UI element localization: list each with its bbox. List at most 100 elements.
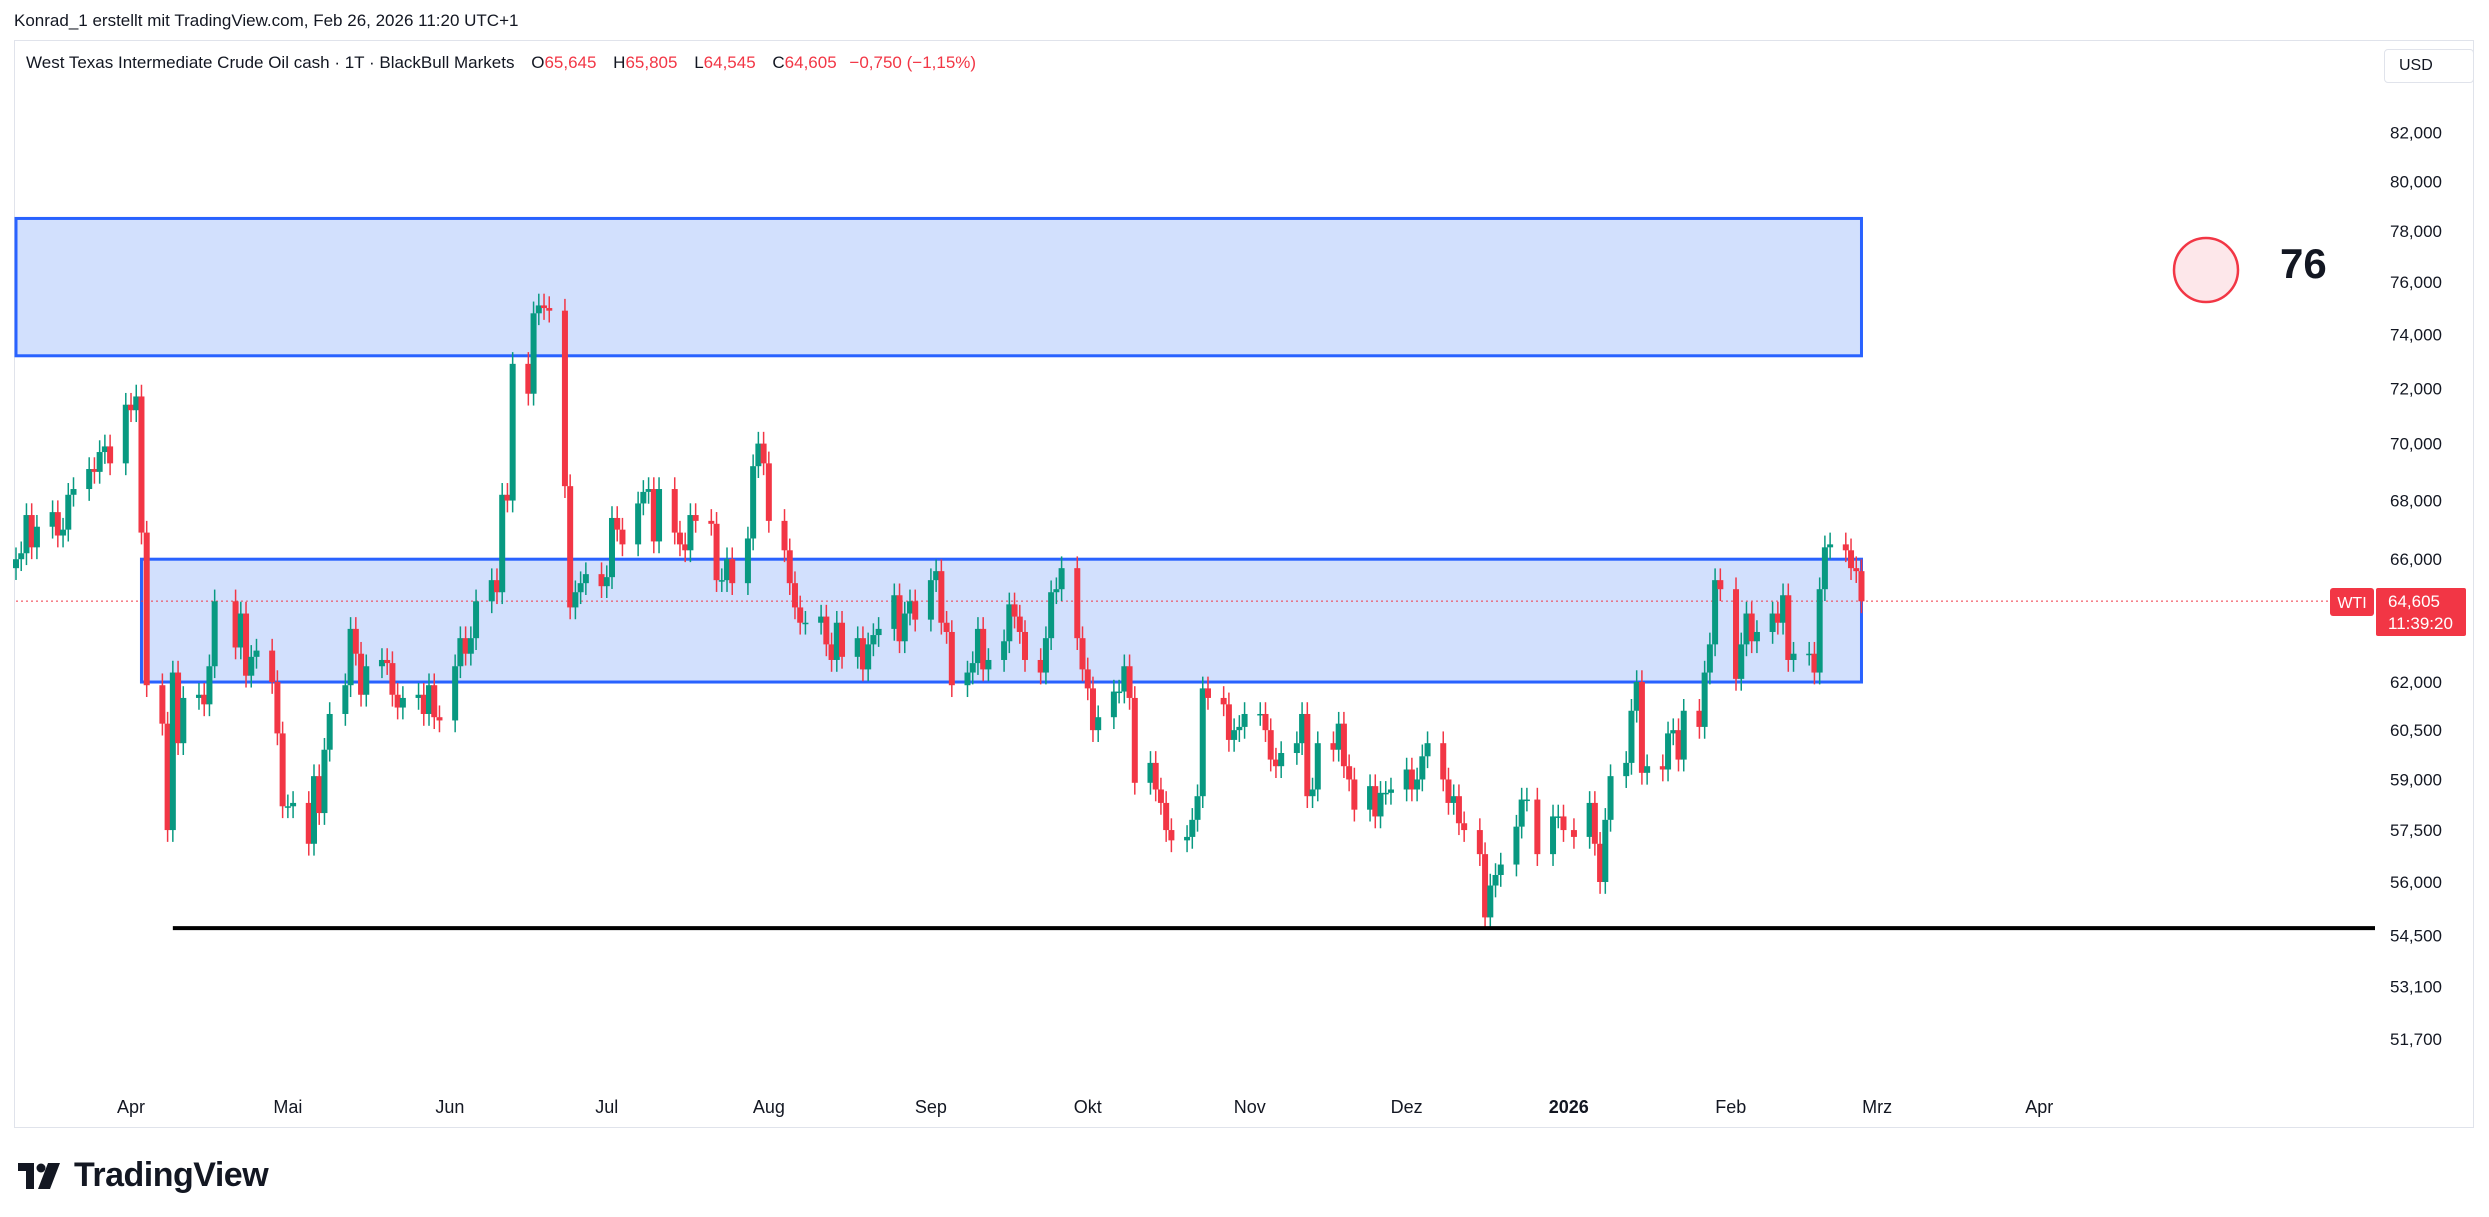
candle [1414, 767, 1421, 802]
candle [582, 562, 589, 595]
candle [535, 293, 542, 326]
candle [279, 721, 286, 819]
candle [1780, 583, 1787, 635]
candle [1189, 808, 1196, 849]
candle [1853, 556, 1860, 583]
price-tick-label: 76,000 [2390, 273, 2442, 292]
candle [1659, 754, 1666, 782]
candle [1450, 784, 1457, 815]
candle [1597, 832, 1604, 894]
candle [546, 296, 553, 323]
annotation-circle-shape [2172, 236, 2240, 304]
candle [232, 589, 239, 660]
candle [1110, 679, 1117, 730]
high-value: 65,805 [625, 53, 678, 72]
candle [1194, 784, 1201, 832]
price-axis: 82,000 80,000 78,000 76,000 74,000 72,000 70,0… [2390, 124, 2442, 1049]
open-label: O [531, 53, 545, 72]
time-tick-label: Mrz [1862, 1097, 1892, 1117]
candle [1408, 757, 1415, 802]
candle [1168, 818, 1175, 853]
price-tag-symbol-bg [2330, 588, 2374, 616]
candle [896, 583, 903, 654]
candle [1267, 718, 1274, 772]
candle [195, 682, 202, 710]
candle [708, 509, 715, 536]
candle [352, 617, 359, 666]
candle [1231, 718, 1238, 752]
candle [969, 651, 976, 685]
price-tick-label: 51,700 [2390, 1030, 2442, 1049]
candle [1272, 747, 1279, 779]
candle [650, 477, 657, 554]
candle [1351, 767, 1358, 822]
candle [462, 626, 469, 666]
price-tick-label: 66,000 [2390, 550, 2442, 569]
candle [687, 503, 694, 563]
candle [603, 565, 610, 599]
candle [1769, 601, 1776, 644]
candle [1419, 744, 1426, 792]
time-tick-label: Jun [435, 1097, 464, 1117]
candle [384, 648, 391, 675]
candle [1424, 731, 1431, 769]
candle [347, 617, 354, 698]
candle [1293, 731, 1300, 765]
time-tick-label: Mai [273, 1097, 302, 1117]
candle [1053, 577, 1060, 605]
candle [1534, 787, 1541, 866]
candle [1858, 559, 1865, 614]
candle [321, 737, 328, 825]
candle [138, 384, 145, 545]
time-tick-label: Feb [1715, 1097, 1746, 1117]
open-value: 65,645 [544, 53, 597, 72]
candle [389, 651, 396, 707]
tradingview-logo[interactable]: TradingView [18, 1156, 269, 1195]
candle [567, 474, 574, 620]
candle [1163, 791, 1170, 842]
candle [974, 617, 981, 675]
candle [1001, 629, 1008, 672]
candle [927, 568, 934, 632]
candle [676, 520, 683, 557]
time-tick-label: 2026 [1549, 1097, 1589, 1117]
candle [415, 682, 422, 710]
time-tick-label: Sep [915, 1097, 947, 1117]
candle [1550, 804, 1557, 866]
candle [1016, 604, 1023, 644]
candle [378, 648, 385, 679]
candle [1774, 601, 1781, 635]
annotation-number: 76 [2280, 240, 2327, 287]
candle [598, 562, 605, 599]
candle [274, 670, 281, 746]
candle [948, 620, 955, 698]
candle [818, 604, 825, 635]
candle [1335, 711, 1342, 762]
candle [1738, 632, 1745, 691]
candle [28, 503, 35, 560]
chart-credit: Konrad_1 erstellt mit TradingView.com, F… [14, 11, 519, 30]
candle [269, 638, 276, 694]
candle [49, 500, 56, 539]
candle [290, 791, 297, 819]
candle [1309, 777, 1316, 809]
candle [23, 503, 30, 566]
price-tick-label: 59,000 [2390, 770, 2442, 789]
candle [870, 623, 877, 657]
price-tick-label: 80,000 [2390, 172, 2442, 191]
candle [1199, 676, 1206, 809]
candle [143, 520, 150, 698]
high-label: H [613, 53, 626, 72]
candle [614, 506, 621, 542]
price-tick-label: 60,500 [2390, 721, 2442, 740]
price-tag-symbol: WTI [2337, 595, 2366, 612]
candle [744, 526, 751, 595]
candle [504, 483, 511, 513]
candle [760, 431, 767, 476]
candle [1821, 535, 1828, 602]
currency-selector[interactable]: USD [2384, 49, 2474, 83]
candle [1084, 657, 1091, 701]
candle [1147, 751, 1154, 795]
symbol-title[interactable]: West Texas Intermediate Crude Oil cash ·… [26, 53, 515, 72]
